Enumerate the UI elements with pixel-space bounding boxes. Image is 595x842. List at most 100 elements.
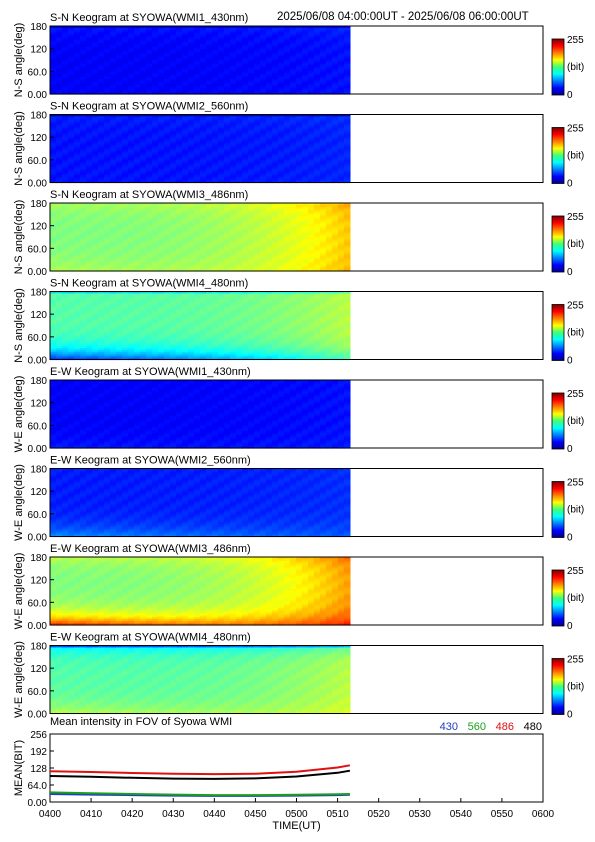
colorbar: [551, 38, 565, 96]
legend-entry-560: 560: [468, 721, 486, 733]
colorbar-min: 0: [567, 444, 573, 455]
panel-frame: [49, 202, 544, 272]
keogram-panel-3: S-N Keogram at SYOWA(WMI3_486nm) 0.00 60.0…: [13, 189, 584, 278]
y-tick-label: 0.00: [28, 444, 48, 455]
colorbar-unit: (bit): [567, 593, 584, 604]
colorbar-unit: (bit): [567, 505, 584, 516]
x-tick-label: 0420: [121, 809, 144, 820]
y-tick-label: 120: [30, 222, 47, 233]
keogram-image: [50, 468, 351, 538]
y-tick-label: 180: [30, 465, 47, 476]
y-tick-label: 180: [30, 111, 47, 122]
y-axis-label: W-E angle(deg): [13, 464, 25, 541]
y-tick-label: 0.00: [28, 621, 48, 632]
colorbar-unit: (bit): [567, 151, 584, 162]
y-axis-label: N-S angle(deg): [13, 288, 25, 363]
colorbar-max: 255: [567, 124, 584, 135]
colorbar: [551, 215, 565, 273]
keogram-panels: S-N Keogram at SYOWA(WMI1_430nm) 0.00 60.0…: [13, 12, 584, 721]
keogram-image: [50, 380, 351, 449]
x-tick-label: 0510: [326, 809, 349, 820]
y-axis-label: W-E angle(deg): [13, 553, 25, 630]
y-tick-label: 120: [30, 487, 47, 498]
y-tick-label: 120: [30, 576, 47, 587]
y-tick-label: 180: [30, 288, 47, 299]
x-tick-label: 0520: [368, 809, 391, 820]
panel-frame: [49, 291, 544, 360]
y-tick-label: 120: [30, 310, 47, 321]
series-line-480: [49, 769, 351, 780]
colorbar-max: 255: [567, 389, 584, 400]
keogram-panel-2: S-N Keogram at SYOWA(WMI2_560nm) 0.00 60.0…: [13, 101, 584, 190]
y-tick-label: 120: [30, 45, 47, 56]
colorbar-unit: (bit): [567, 682, 584, 693]
panel-frame: [49, 468, 544, 537]
y-tick-label: 0.00: [28, 267, 48, 278]
panel-title: S-N Keogram at SYOWA(WMI1_430nm): [50, 12, 248, 24]
y-tick-label: 0.00: [28, 90, 48, 101]
y-tick-label: 0.00: [28, 710, 48, 721]
y-axis-label: W-E angle(deg): [13, 641, 25, 718]
colorbar-min: 0: [567, 356, 573, 367]
panel-title: E-W Keogram at SYOWA(WMI2_560nm): [50, 455, 251, 467]
y-tick-label: 60.0: [28, 598, 48, 609]
colorbar-max: 255: [567, 35, 584, 46]
x-axis-label: TIME(UT): [272, 820, 320, 832]
x-tick-label: 0430: [162, 809, 185, 820]
colorbar-max: 255: [567, 566, 584, 577]
panel-title: E-W Keogram at SYOWA(WMI1_430nm): [50, 366, 251, 378]
y-tick-label: 180: [30, 553, 47, 564]
y-axis-label: N-S angle(deg): [13, 23, 25, 98]
colorbar-max: 255: [567, 478, 584, 489]
keogram-image: [50, 557, 351, 626]
keogram-panel-8: E-W Keogram at SYOWA(WMI4_480nm) 0.00 60.0…: [13, 632, 584, 721]
colorbar: [551, 569, 565, 627]
x-tick-label: 0500: [285, 809, 308, 820]
colorbar-min: 0: [567, 90, 573, 101]
y-tick-label: 0.00: [28, 179, 48, 190]
y-tick-label: 256: [30, 730, 47, 741]
y-tick-label: 60.0: [28, 156, 48, 167]
colorbar-max: 255: [567, 655, 584, 666]
y-tick-label: 64.0: [28, 781, 48, 792]
y-tick-label: 192: [30, 747, 47, 758]
keogram-image: [50, 26, 351, 95]
keogram-panel-7: E-W Keogram at SYOWA(WMI3_486nm) 0.00 60.0…: [13, 543, 584, 632]
y-tick-label: 180: [30, 376, 47, 387]
colorbar: [551, 481, 565, 538]
y-axis-label: N-S angle(deg): [13, 111, 25, 186]
panel-frame: [49, 645, 544, 714]
colorbar-unit: (bit): [567, 328, 584, 339]
y-tick-label: 60.0: [28, 510, 48, 521]
y-tick-label: 60.0: [28, 333, 48, 344]
x-tick-label: 0530: [409, 809, 432, 820]
y-tick-label: 120: [30, 664, 47, 675]
time-range-label: 2025/06/08 04:00:00UT - 2025/06/08 06:00…: [277, 11, 529, 23]
keogram-image: [50, 203, 351, 272]
x-tick-label: 0540: [450, 809, 473, 820]
y-tick-label: 128: [30, 764, 47, 775]
y-axis-label: W-E angle(deg): [13, 376, 25, 453]
x-tick-label: 0450: [244, 809, 267, 820]
y-tick-label: 120: [30, 399, 47, 410]
mean-intensity-panel: Mean intensity in FOV of Syowa WMI 0.00 64…: [13, 716, 555, 832]
y-tick-label: 0.00: [28, 798, 48, 809]
x-tick-label: 0600: [532, 809, 555, 820]
colorbar-min: 0: [567, 710, 573, 721]
panel-title: S-N Keogram at SYOWA(WMI4_480nm): [50, 278, 248, 290]
colorbar-min: 0: [567, 621, 573, 632]
colorbar: [551, 304, 565, 361]
colorbar-unit: (bit): [567, 416, 584, 427]
y-axis-label: N-S angle(deg): [13, 200, 25, 275]
panel-frame: [49, 25, 544, 95]
legend-entry-480: 480: [524, 721, 542, 733]
y-tick-label: 0.00: [28, 533, 48, 544]
keogram-image: [50, 291, 351, 361]
colorbar-max: 255: [567, 301, 584, 312]
y-tick-label: 60.0: [28, 67, 48, 78]
keogram-panel-6: E-W Keogram at SYOWA(WMI2_560nm) 0.00 60.0…: [13, 455, 584, 544]
colorbar-min: 0: [567, 179, 573, 190]
colorbar: [551, 392, 565, 450]
y-tick-label: 180: [30, 642, 47, 653]
